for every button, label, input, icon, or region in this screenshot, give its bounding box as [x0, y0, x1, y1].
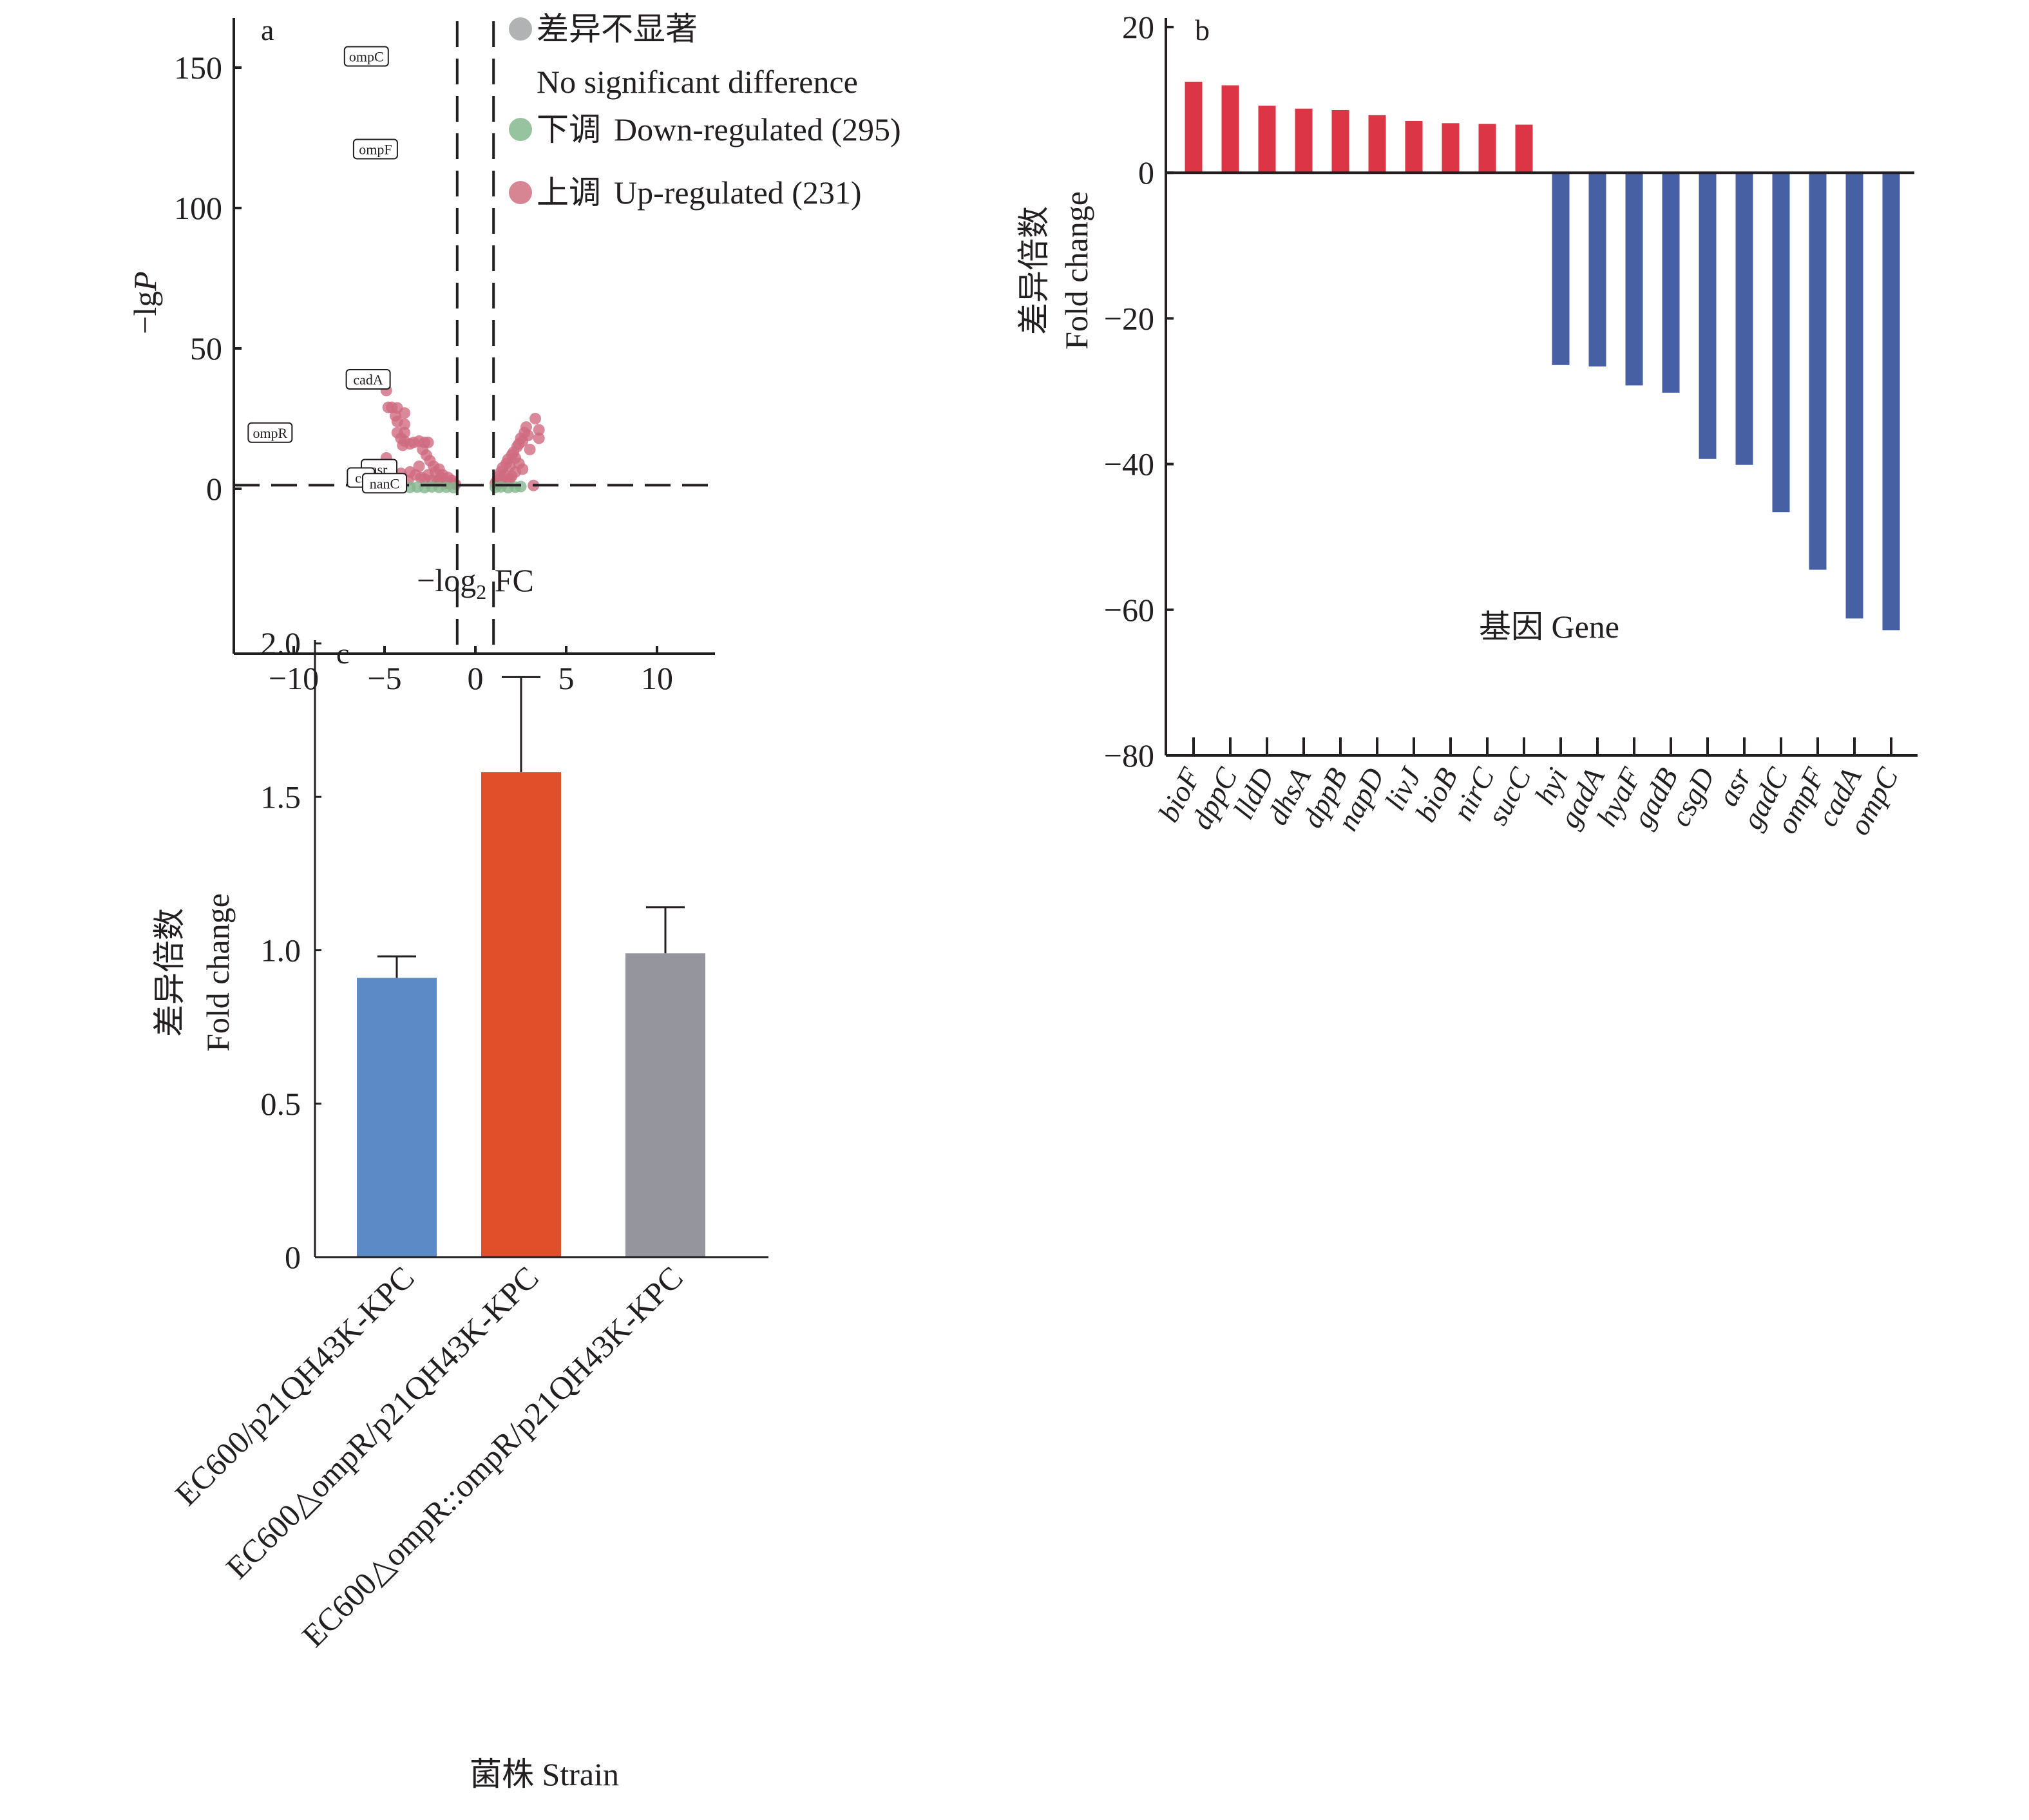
gene-y-axis-title-en: Fold change [1058, 191, 1094, 350]
x-tick-label: 0 [468, 660, 484, 696]
strain-bars [357, 676, 705, 1257]
strain-y-axis-title-cn: 差异倍数 [151, 908, 187, 1037]
data-point [413, 460, 425, 473]
data-point [517, 463, 529, 475]
x-tick-label: 10 [641, 660, 673, 696]
data-point [522, 430, 534, 442]
bar-bioF [1185, 81, 1203, 173]
data-point [524, 443, 536, 455]
bar-gadC [1772, 173, 1790, 513]
bar-cadA [1845, 173, 1863, 619]
volcano-y-axis-title: −lgP [127, 271, 163, 334]
y-tick-label: 100 [174, 190, 222, 226]
strain-bar [357, 978, 437, 1257]
y-tick-label: −60 [1104, 592, 1154, 628]
gene-tag-box [343, 46, 389, 67]
bar-napD [1368, 115, 1386, 173]
bar-bioB [1442, 123, 1460, 173]
bar-csgD [1699, 173, 1717, 459]
x-tick-label: 5 [558, 660, 575, 696]
bar-nirC [1478, 124, 1496, 173]
data-point [515, 480, 527, 493]
strain-bar [625, 953, 705, 1257]
gene-fold-change-bar-chart: 200−20−40−60−80bioFdppClldDdhsAdppBnapDl… [1016, 9, 1918, 840]
gene-tag-box [345, 368, 391, 390]
y-tick-label: 0 [285, 1239, 301, 1275]
panel-letter-b: b [1195, 14, 1210, 46]
volcano-legend: 差异不显著 No significant difference 下调 Down-reg… [509, 11, 901, 211]
gene-tag-box [362, 473, 407, 494]
x-tick-label: −5 [367, 660, 401, 696]
strain-bar [481, 772, 561, 1257]
gene-tag-label: cadA [353, 372, 383, 388]
data-point [399, 418, 411, 430]
strain-fold-change-bar-chart: 00.51.01.52.0EC600/p21QH43K-KPCEC600△omp… [151, 625, 768, 1792]
legend-marker [509, 181, 532, 204]
bar-ompF [1809, 173, 1827, 570]
bar-lldD [1258, 106, 1276, 173]
strain-y-axis-title-en: Fold change [200, 893, 236, 1052]
legend-label-cn: 差异不显著 [537, 11, 698, 47]
data-point [533, 424, 545, 436]
y-tick-label: 2.0 [261, 625, 301, 661]
bar-sucC [1515, 124, 1533, 173]
legend-label-en: Down-regulated (295) [614, 111, 901, 147]
legend-label-en: Up-regulated (231) [614, 175, 862, 211]
gene-tag-label: ompC [349, 49, 384, 65]
y-tick-label: 1.0 [261, 933, 301, 969]
volcano-x-axis-title: −log2 FC [417, 562, 534, 603]
gene-y-axis-title-cn: 差异倍数 [1016, 206, 1052, 335]
y-tick-label: 0.5 [261, 1086, 301, 1122]
legend-marker [509, 118, 532, 141]
bar-gadB [1662, 173, 1680, 393]
y-tick-label: 150 [174, 50, 222, 86]
panel-letter-a: a [261, 14, 274, 46]
bar-dppC [1221, 85, 1239, 173]
gene-bars [1185, 81, 1900, 630]
y-tick-label: −40 [1104, 446, 1154, 482]
legend-label-cn: 上调 [537, 175, 601, 211]
gene-tag-label: nanC [370, 475, 399, 491]
y-tick-label: 1.5 [261, 779, 301, 815]
y-tick-label: −80 [1104, 737, 1154, 773]
data-point [422, 469, 434, 481]
legend-label-en: No significant difference [537, 64, 858, 100]
legend-label-cn: 下调 [537, 111, 601, 147]
gene-tag-label: ompR [252, 425, 287, 441]
data-point [529, 413, 542, 424]
bar-dppB [1331, 109, 1349, 173]
x-tick-label: −10 [269, 660, 319, 696]
y-tick-label: 0 [206, 471, 222, 507]
volcano-axes: 0 50 100 150 −10 −5 0 5 10 [174, 18, 715, 696]
gene-x-axis-title: 基因 Gene [1479, 609, 1619, 645]
data-point [399, 407, 411, 419]
strain-x-axis-title: 菌株 Strain [470, 1756, 619, 1792]
bar-hyaF [1625, 173, 1643, 386]
gene-tag-box [352, 138, 398, 160]
legend-marker [509, 17, 532, 41]
bar-asr [1735, 173, 1753, 465]
bar-ompC [1882, 173, 1900, 630]
bar-hyi [1552, 173, 1570, 365]
data-point [533, 432, 545, 444]
threshold-lines [234, 21, 715, 654]
bar-dhsA [1295, 108, 1313, 173]
gene-tag-box [247, 422, 293, 443]
y-tick-label: 0 [1138, 155, 1154, 191]
x-tick-label: EC600/p21QH43K-KPC [168, 1259, 421, 1512]
panel-letter-c: c [336, 637, 349, 670]
y-tick-label: 20 [1122, 9, 1154, 45]
bar-livJ [1405, 120, 1423, 173]
y-tick-label: −20 [1104, 300, 1154, 336]
bar-gadA [1588, 173, 1606, 367]
data-point [435, 471, 447, 484]
gene-tag-label: ompF [359, 141, 392, 157]
y-tick-label: 50 [190, 330, 222, 366]
